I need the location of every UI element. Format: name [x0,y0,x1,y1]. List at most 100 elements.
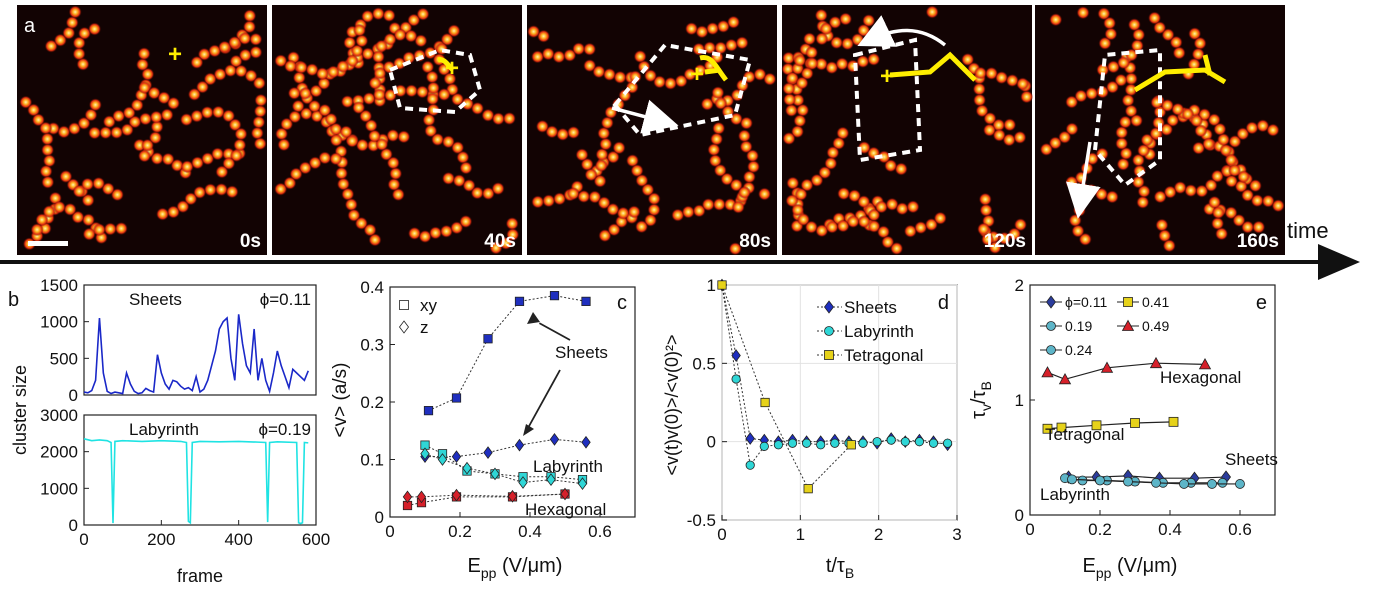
data-point [801,438,812,448]
particle [335,166,348,180]
particle [211,105,225,119]
particle [138,149,151,163]
particle [753,67,767,81]
particle [1252,220,1266,234]
particle [1204,178,1218,192]
particle [372,88,386,102]
particle [793,114,807,128]
plot-frame [83,414,317,526]
particle [150,120,164,134]
annotation-label: Hexagonal [1160,368,1241,387]
particle [1250,194,1264,208]
legend-label: z [420,318,429,337]
data-point [731,374,741,384]
particle [616,206,630,220]
x-tick-label: 0 [1025,520,1034,539]
particle [1115,126,1129,139]
legend-marker [1046,295,1056,309]
particle [814,57,828,71]
particle [499,236,513,250]
particle [627,205,641,219]
particle [1071,224,1085,238]
particle [421,60,435,74]
particle [594,159,608,172]
data-point [546,473,556,486]
data-point [1058,372,1072,385]
particle [375,39,388,53]
particle [368,129,381,143]
particle [82,227,96,241]
particle [933,211,947,225]
particle [431,133,445,146]
particle [1153,190,1167,204]
particle [253,137,267,151]
scale-bar [28,241,68,246]
particle [136,58,149,72]
particle [740,116,753,130]
particle [531,50,545,64]
particle [712,197,726,211]
particle [785,194,799,208]
particle [1163,185,1177,199]
particle [1124,83,1138,97]
data-point [1235,479,1245,489]
tracked-particle-marker: + [168,41,182,68]
x-axis-label: t/τB [826,555,854,581]
particle [1208,195,1221,209]
particle [336,177,350,191]
legend-label: Labyrinth [844,322,914,341]
particle [706,22,720,36]
data-point [462,461,472,475]
y-tick-label: 0 [69,386,78,405]
legend-marker [824,326,834,336]
particle [572,42,586,56]
particle [345,54,359,68]
particle [253,104,267,118]
tracked-particle-marker: + [690,61,704,88]
particle [249,45,263,59]
particle [200,106,214,119]
panel-a-letter: a [24,15,36,37]
particle [739,140,753,154]
particle [426,81,440,95]
motion-arrow [1066,141,1101,219]
data-point [483,334,493,344]
particle [710,132,724,146]
particle [785,71,799,85]
particle [489,241,503,255]
data-point [1041,366,1054,378]
legend-marker [1046,321,1056,331]
particle [429,226,442,240]
x-tick-label: 0.2 [1088,520,1112,539]
particle [995,71,1009,85]
particle [1049,13,1063,27]
particle [626,154,639,168]
particle [731,200,745,214]
particle [1105,190,1119,204]
legend-marker [1121,319,1135,331]
particle [228,36,242,49]
data-point [731,349,741,362]
particle [443,72,457,86]
particle [647,203,661,217]
data-point [437,453,448,466]
particle [451,141,465,155]
particle [693,64,707,77]
particle [1213,122,1227,136]
particle [283,176,297,190]
particle [1162,239,1176,253]
particle [914,221,928,235]
particle [1008,227,1021,241]
particle [925,5,939,19]
particle [471,101,484,115]
particle [1241,188,1255,202]
particle [692,204,706,218]
y-tick-label: 0.1 [360,451,384,470]
particle [329,152,343,166]
cluster-outline [852,37,923,163]
particle [502,112,516,125]
chart-c: 0 0.2 0.4 0.6 0 0.1 0.2 0.3 0.4 c xy z Sheets Labyrin… [330,278,636,581]
particle [1148,11,1162,25]
x-tick-label: 400 [224,530,252,549]
particle [308,156,322,170]
